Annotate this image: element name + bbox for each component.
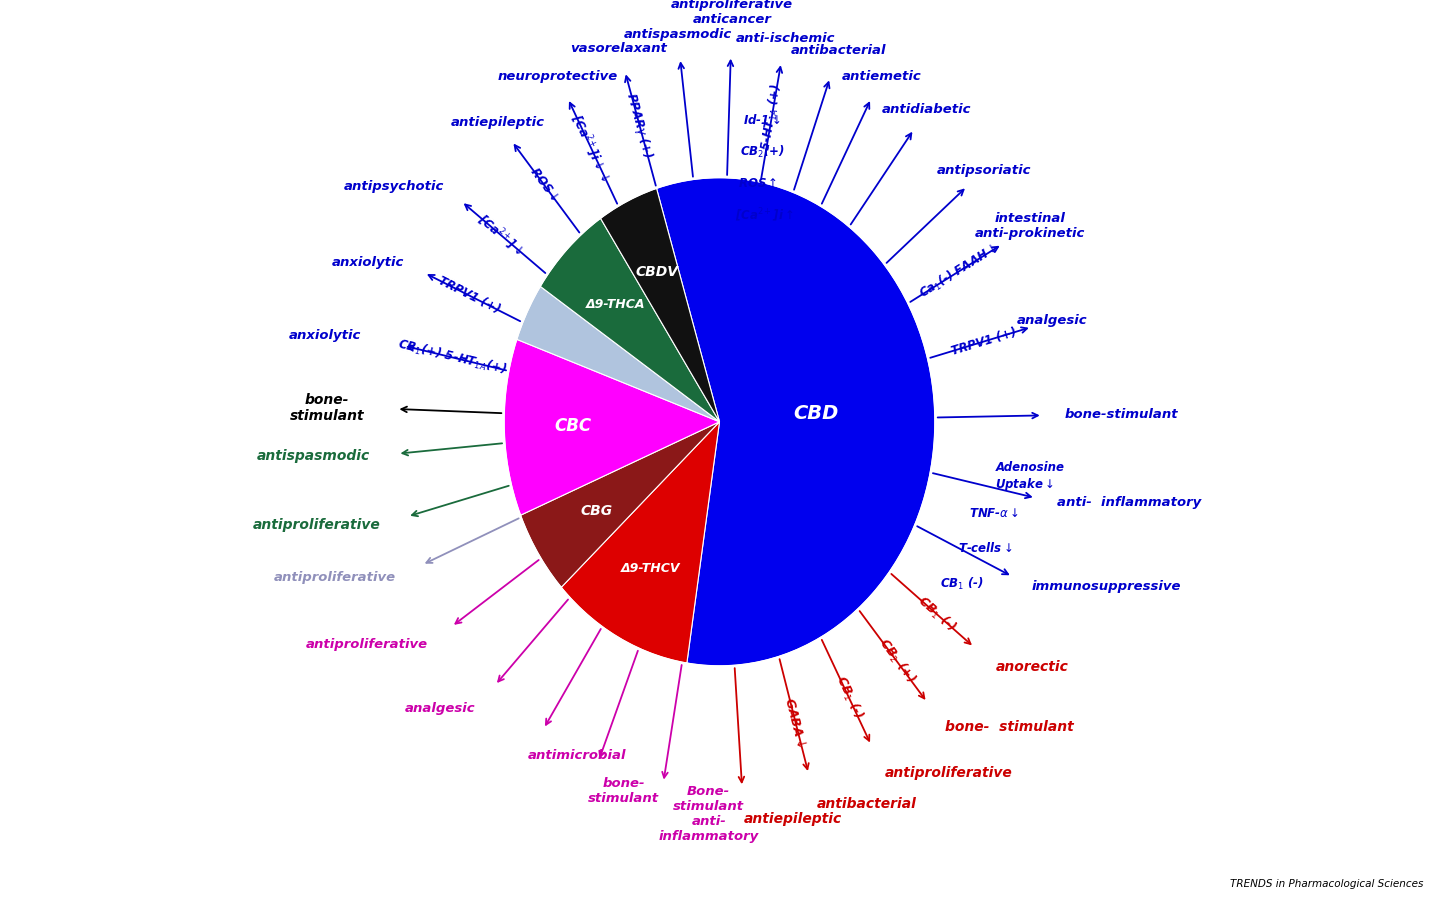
Text: Δ9-THCV: Δ9-THCV <box>622 562 681 575</box>
Text: CB$_1$(+) 5-HT$_{1A}$(+): CB$_1$(+) 5-HT$_{1A}$(+) <box>396 337 508 378</box>
Polygon shape <box>504 339 720 515</box>
Text: anti-ischemic: anti-ischemic <box>735 32 835 45</box>
Text: antiemetic: antiemetic <box>842 71 921 83</box>
Text: bone-
stimulant: bone- stimulant <box>589 777 659 805</box>
Text: [Ca$^{2+}$]$\downarrow$: [Ca$^{2+}$]$\downarrow$ <box>475 211 528 260</box>
Text: TRPV1 (+): TRPV1 (+) <box>436 274 502 316</box>
Text: CB$_1$ (-): CB$_1$ (-) <box>914 592 960 635</box>
Text: CB$_1$ (-): CB$_1$ (-) <box>940 576 984 592</box>
Text: antiepileptic: antiepileptic <box>450 116 545 129</box>
Text: antibacterial: antibacterial <box>791 44 886 57</box>
Text: CB$_2$ (+): CB$_2$ (+) <box>875 635 918 687</box>
Polygon shape <box>600 188 720 422</box>
Text: anxiolytic: anxiolytic <box>289 329 361 342</box>
Text: antimicrobial: antimicrobial <box>528 749 627 762</box>
Text: CB$_1$ (-): CB$_1$ (-) <box>832 673 866 723</box>
Text: antiproliferative: antiproliferative <box>275 570 396 584</box>
Text: anxiolytic: anxiolytic <box>332 257 404 270</box>
Text: TNF-$\alpha$$\downarrow$: TNF-$\alpha$$\downarrow$ <box>970 507 1020 520</box>
Text: [Ca$^{2+}$]i$\downarrow\downarrow$: [Ca$^{2+}$]i$\downarrow\downarrow$ <box>567 111 614 185</box>
Polygon shape <box>521 422 720 588</box>
Text: antispasmodic: antispasmodic <box>256 449 370 463</box>
Text: Adenosine
Uptake$\downarrow$: Adenosine Uptake$\downarrow$ <box>996 460 1065 493</box>
Text: Δ9-THCA: Δ9-THCA <box>586 298 646 311</box>
Polygon shape <box>517 286 720 422</box>
Text: antiproliferative: antiproliferative <box>253 518 380 532</box>
Text: anorectic: anorectic <box>996 660 1069 674</box>
Text: antipsoriatic: antipsoriatic <box>937 164 1030 177</box>
Text: antibacterial: antibacterial <box>816 798 917 812</box>
Text: antispasmodic: antispasmodic <box>623 28 731 40</box>
Text: bone-
stimulant: bone- stimulant <box>289 392 364 423</box>
Text: ROS$\downarrow$: ROS$\downarrow$ <box>527 165 561 204</box>
Text: TRENDS in Pharmacological Sciences: TRENDS in Pharmacological Sciences <box>1230 878 1423 889</box>
Text: bone-  stimulant: bone- stimulant <box>945 720 1073 734</box>
Polygon shape <box>540 218 720 422</box>
Polygon shape <box>656 178 935 666</box>
Text: antiproliferative: antiproliferative <box>885 767 1012 780</box>
Text: antiepileptic: antiepileptic <box>744 812 842 826</box>
Text: Id-1$\downarrow$: Id-1$\downarrow$ <box>743 113 780 127</box>
Text: GABA$\downarrow$: GABA$\downarrow$ <box>783 695 809 749</box>
Text: CB$_2$(+): CB$_2$(+) <box>740 144 786 160</box>
Text: neuroprotective: neuroprotective <box>498 71 617 83</box>
Text: antipsychotic: antipsychotic <box>344 180 445 193</box>
Text: anti-  inflammatory: anti- inflammatory <box>1056 496 1202 510</box>
Text: PPAR$\gamma$ (+): PPAR$\gamma$ (+) <box>623 90 656 160</box>
Text: vasorelaxant: vasorelaxant <box>570 41 668 55</box>
Text: immunosuppressive: immunosuppressive <box>1032 580 1181 593</box>
Text: analgesic: analgesic <box>1017 315 1088 327</box>
Polygon shape <box>561 422 720 663</box>
Text: Ca$_1$(-) FAAH$\downarrow$: Ca$_1$(-) FAAH$\downarrow$ <box>917 241 1002 302</box>
Text: bone-stimulant: bone-stimulant <box>1065 408 1177 422</box>
Text: CBC: CBC <box>554 417 591 435</box>
Text: antiproliferative: antiproliferative <box>307 638 429 651</box>
Text: CBD: CBD <box>793 404 839 424</box>
Text: [Ca$^{2+}$]i$\uparrow$: [Ca$^{2+}$]i$\uparrow$ <box>735 206 794 224</box>
Text: ROS$\uparrow$: ROS$\uparrow$ <box>738 177 777 190</box>
Text: analgesic: analgesic <box>404 702 475 714</box>
Text: antidiabetic: antidiabetic <box>882 104 971 116</box>
Text: CBDV: CBDV <box>636 265 678 279</box>
Text: Bone-
stimulant
anti-
inflammatory: Bone- stimulant anti- inflammatory <box>659 785 758 843</box>
Text: antiproliferative
anticancer: antiproliferative anticancer <box>671 0 793 26</box>
Text: intestinal
anti-prokinetic: intestinal anti-prokinetic <box>976 213 1085 240</box>
Text: T-cells$\downarrow$: T-cells$\downarrow$ <box>958 541 1012 555</box>
Text: TRPV1 (+): TRPV1 (+) <box>950 326 1017 358</box>
Text: 5-HT$_{1A}$ (+): 5-HT$_{1A}$ (+) <box>758 83 786 152</box>
Text: CBG: CBG <box>580 504 612 518</box>
